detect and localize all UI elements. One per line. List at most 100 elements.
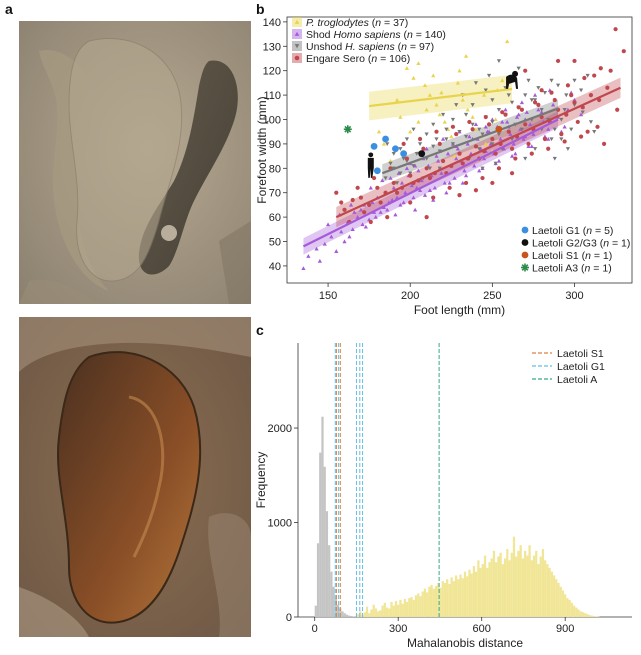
data-point: [500, 78, 505, 83]
data-point: [329, 234, 334, 239]
data-point: [493, 151, 498, 156]
data-point: [398, 147, 403, 151]
data-point: [578, 134, 584, 139]
data-point: [457, 130, 462, 134]
data-point: [490, 117, 495, 122]
data-point: [370, 200, 375, 205]
data-point: [455, 80, 460, 85]
data-point: [358, 195, 364, 200]
data-point: [482, 156, 487, 161]
data-point: [532, 147, 538, 151]
data-point: [434, 102, 439, 107]
data-point: [508, 132, 513, 136]
legend-marker-b: [294, 55, 300, 61]
data-point: [503, 112, 508, 117]
histogram-bar-chimp: [524, 550, 527, 617]
data-point: [598, 66, 603, 71]
data-point: [486, 122, 492, 127]
histogram-bar-chimp: [548, 567, 551, 617]
data-point: [394, 97, 400, 102]
data-point: [431, 73, 436, 78]
data-point: [424, 215, 429, 220]
histogram-bar-chimp: [537, 564, 540, 617]
histogram-bar-human: [343, 613, 346, 617]
histogram-bar-chimp: [508, 560, 511, 617]
data-point: [519, 127, 525, 132]
data-point: [480, 175, 485, 181]
data-point: [470, 114, 475, 119]
data-point: [447, 180, 452, 185]
data-point: [391, 151, 396, 156]
data-point: [615, 107, 620, 112]
data-point: [480, 132, 485, 137]
data-point: [470, 127, 475, 132]
data-point: [434, 154, 439, 158]
data-point: [529, 144, 534, 149]
data-point: [401, 141, 406, 146]
histogram-bar-chimp: [477, 560, 480, 617]
histogram-bar-chimp: [432, 588, 435, 617]
data-point: [592, 73, 597, 78]
histogram-bar-chimp: [368, 613, 371, 617]
data-point: [434, 137, 439, 142]
data-point: [496, 166, 502, 171]
data-point: [585, 73, 590, 78]
data-point: [437, 166, 442, 171]
panel-label-c: c: [256, 322, 264, 338]
regression-line: [335, 86, 621, 219]
histogram-bar-chimp: [559, 586, 562, 617]
data-point: [523, 156, 528, 161]
histogram-bar-chimp: [454, 575, 458, 617]
data-point: [352, 210, 357, 214]
data-point: [473, 188, 479, 193]
data-point: [409, 183, 414, 188]
data-point: [585, 129, 590, 134]
histogram-bar-human: [341, 611, 344, 617]
data-point: [457, 193, 462, 198]
histogram-bar-chimp: [410, 597, 413, 617]
histogram-bar-chimp: [555, 579, 558, 617]
histogram-bar-chimp: [381, 605, 384, 617]
histogram-bar-chimp: [568, 599, 571, 617]
data-point: [350, 197, 355, 203]
data-point: [424, 146, 429, 151]
data-point: [322, 241, 327, 246]
y-axis-label-c: Frequency: [254, 452, 268, 509]
data-point: [398, 114, 403, 119]
histogram-bar-chimp: [595, 616, 598, 617]
data-point: [480, 166, 485, 171]
data-point: [454, 103, 459, 107]
data-point: [490, 120, 495, 125]
data-point: [422, 193, 428, 197]
data-point: [457, 151, 462, 156]
laetoli-point: [418, 150, 426, 158]
laetoli-point-stroke: [344, 125, 352, 133]
histogram-bar-chimp: [506, 548, 509, 617]
data-point: [388, 158, 393, 163]
histogram-bar-chimp: [412, 599, 415, 617]
data-point: [500, 110, 505, 115]
legend-marker-laetoli: [521, 251, 529, 259]
histogram-bar-chimp: [450, 577, 453, 617]
histogram-bar-human: [328, 545, 331, 617]
data-point: [592, 130, 597, 134]
data-point: [404, 137, 410, 142]
data-point: [424, 166, 429, 171]
data-point: [460, 97, 465, 102]
data-point: [342, 207, 347, 212]
data-point: [454, 156, 459, 161]
data-point: [551, 102, 556, 107]
data-point: [463, 134, 469, 139]
data-point: [486, 73, 492, 78]
data-point: [473, 81, 479, 85]
data-point: [559, 117, 564, 122]
data-point: [601, 141, 607, 146]
data-point: [355, 185, 360, 190]
data-point: [460, 161, 465, 166]
x-tick-label-c: 300: [389, 623, 407, 635]
histogram-bar-chimp: [566, 598, 569, 617]
histogram-bar-chimp: [570, 602, 573, 617]
histogram-bar-chimp: [470, 573, 473, 617]
legend-marker-laetoli: [521, 239, 529, 246]
laetoli-point: [382, 135, 389, 143]
